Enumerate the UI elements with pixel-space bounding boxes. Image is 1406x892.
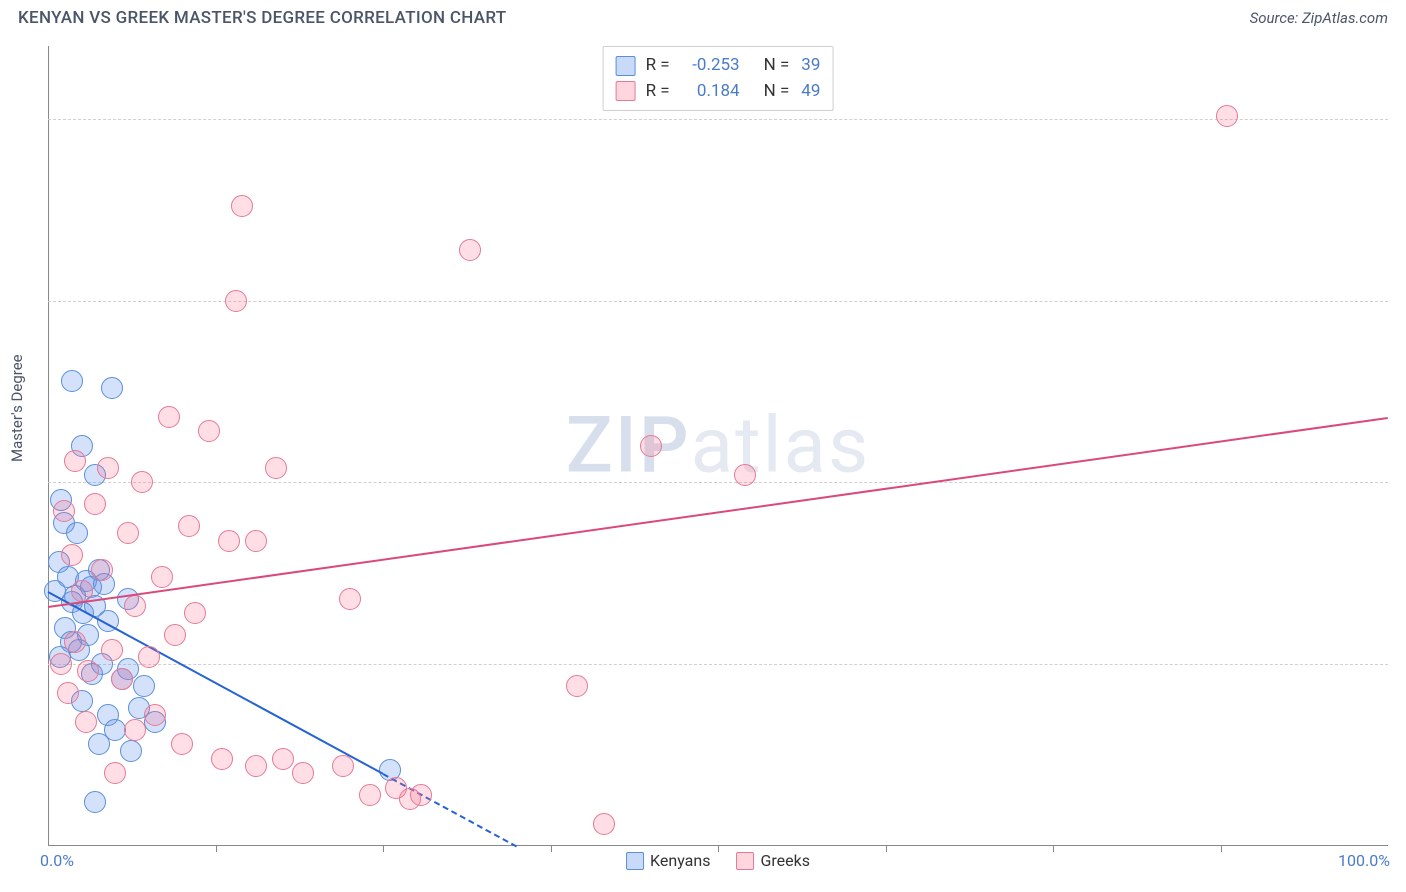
scatter-point [184, 602, 206, 624]
scatter-point [158, 406, 180, 428]
scatter-point [144, 704, 166, 726]
scatter-point [164, 624, 186, 646]
scatter-point [64, 631, 86, 653]
scatter-point [272, 748, 294, 770]
scatter-point [211, 748, 233, 770]
swatch-icon [736, 852, 754, 870]
scatter-point [231, 195, 253, 217]
legend-label: Kenyans [650, 851, 710, 870]
correlation-legend: R = -0.253 N = 39 R = 0.184 N = 49 [603, 46, 834, 111]
scatter-point [133, 675, 155, 697]
scatter-point [50, 653, 72, 675]
scatter-plot: ZIPatlas R = -0.253 N = 39 R = 0.184 N =… [48, 46, 1388, 846]
scatter-point [101, 377, 123, 399]
gridline [48, 482, 1388, 483]
chart-header: KENYAN VS GREEK MASTER'S DEGREE CORRELAT… [0, 0, 1406, 32]
gridline [48, 119, 1388, 120]
x-tick [718, 846, 719, 852]
scatter-point [75, 711, 97, 733]
legend-n-value: 39 [801, 53, 820, 79]
scatter-point [640, 435, 662, 457]
scatter-point [245, 755, 267, 777]
regression-line [48, 417, 1388, 608]
chart-title: KENYAN VS GREEK MASTER'S DEGREE CORRELAT… [18, 8, 506, 28]
scatter-point [218, 530, 240, 552]
source-attribution: Source: ZipAtlas.com [1250, 9, 1388, 27]
scatter-point [734, 464, 756, 486]
swatch-icon [616, 56, 636, 76]
scatter-point [104, 762, 126, 784]
swatch-icon [626, 852, 644, 870]
scatter-point [111, 668, 133, 690]
scatter-point [124, 719, 146, 741]
scatter-point [124, 595, 146, 617]
scatter-point [66, 522, 88, 544]
legend-n-label: N = [764, 79, 790, 105]
x-tick [1221, 846, 1222, 852]
legend-n-value: 49 [801, 79, 820, 105]
scatter-point [57, 682, 79, 704]
x-tick [383, 846, 384, 852]
legend-r-label: R = [646, 53, 670, 79]
scatter-point [53, 500, 75, 522]
scatter-point [120, 740, 142, 762]
chart-area: Master's Degree ZIPatlas R = -0.253 N = … [0, 32, 1406, 882]
gridline [48, 664, 1388, 665]
scatter-point [88, 733, 110, 755]
legend-label: Greeks [760, 851, 810, 870]
scatter-point [84, 791, 106, 813]
y-axis [48, 46, 49, 846]
series-legend: Kenyans Greeks [626, 851, 810, 870]
legend-row-greeks: R = 0.184 N = 49 [616, 79, 821, 105]
x-tick [886, 846, 887, 852]
scatter-point [593, 813, 615, 835]
x-tick [216, 846, 217, 852]
scatter-point [339, 588, 361, 610]
scatter-point [332, 755, 354, 777]
watermark: ZIPatlas [566, 401, 871, 492]
scatter-point [265, 457, 287, 479]
scatter-point [131, 471, 153, 493]
scatter-point [225, 290, 247, 312]
scatter-point [198, 420, 220, 442]
scatter-point [64, 450, 86, 472]
scatter-point [1216, 105, 1238, 127]
x-tick-label: 100.0% [1338, 851, 1390, 870]
legend-item-kenyans: Kenyans [626, 851, 710, 870]
legend-row-kenyans: R = -0.253 N = 39 [616, 53, 821, 79]
swatch-icon [616, 81, 636, 101]
scatter-point [91, 559, 113, 581]
x-tick-label: 0.0% [40, 851, 74, 870]
scatter-point [292, 762, 314, 784]
legend-item-greeks: Greeks [736, 851, 810, 870]
legend-r-value: -0.253 [682, 53, 740, 79]
y-axis-label: Master's Degree [8, 354, 26, 462]
scatter-point [178, 515, 200, 537]
scatter-point [61, 370, 83, 392]
scatter-point [171, 733, 193, 755]
scatter-point [566, 675, 588, 697]
scatter-point [151, 566, 173, 588]
x-tick [1053, 846, 1054, 852]
scatter-point [101, 639, 123, 661]
gridline [48, 301, 1388, 302]
scatter-point [138, 646, 160, 668]
x-tick [551, 846, 552, 852]
scatter-point [77, 660, 99, 682]
scatter-point [410, 784, 432, 806]
scatter-point [245, 530, 267, 552]
scatter-point [359, 784, 381, 806]
scatter-point [61, 544, 83, 566]
scatter-point [459, 239, 481, 261]
scatter-point [97, 457, 119, 479]
scatter-point [84, 493, 106, 515]
scatter-point [117, 522, 139, 544]
legend-r-value: 0.184 [682, 79, 740, 105]
legend-n-label: N = [764, 53, 790, 79]
legend-r-label: R = [646, 79, 670, 105]
